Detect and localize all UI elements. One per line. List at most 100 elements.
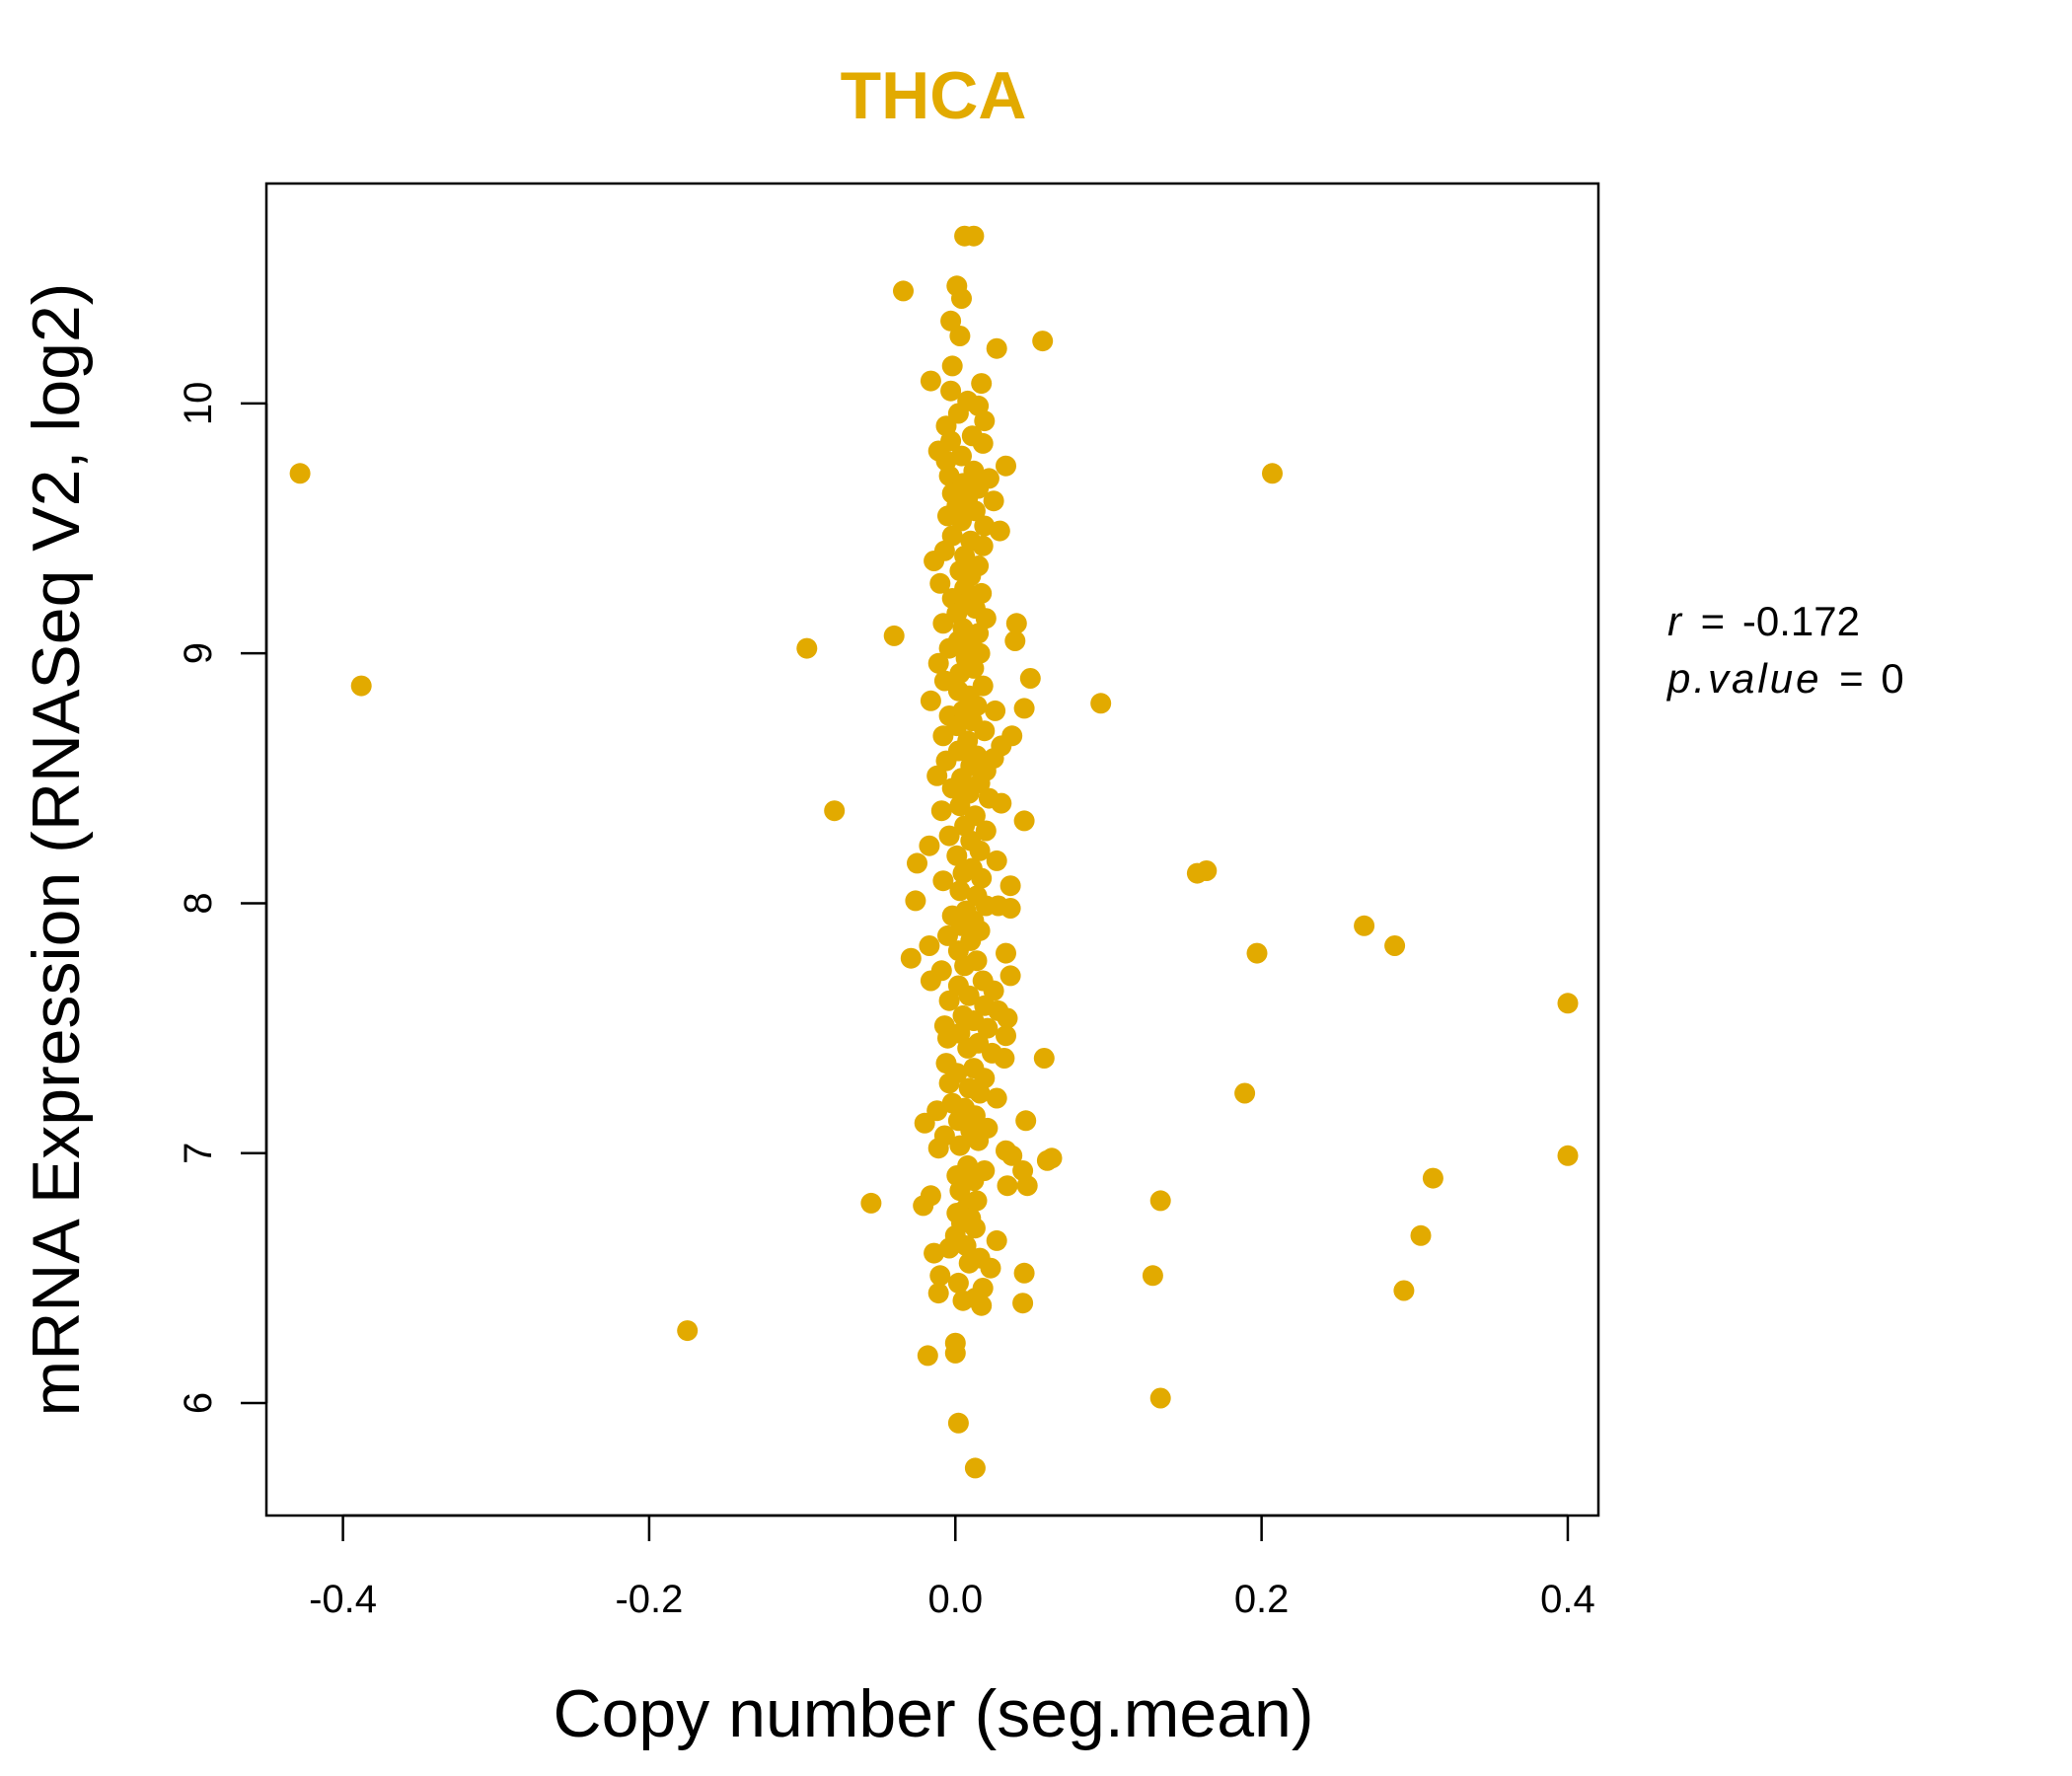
data-point bbox=[1032, 331, 1054, 352]
data-point bbox=[930, 800, 952, 822]
y-axis-title: mRNA Expression (RNASeq V2, log2) bbox=[19, 283, 94, 1417]
data-point bbox=[975, 820, 997, 842]
data-point bbox=[913, 1195, 934, 1217]
data-point bbox=[926, 765, 948, 786]
data-point bbox=[929, 1265, 951, 1287]
x-tick-label: 0.0 bbox=[927, 1578, 983, 1621]
r-equals: = bbox=[1701, 598, 1726, 644]
data-point bbox=[941, 777, 963, 799]
data-point bbox=[949, 1135, 971, 1156]
data-point bbox=[971, 1295, 993, 1316]
data-point bbox=[977, 1017, 999, 1039]
data-point bbox=[940, 380, 962, 402]
data-point bbox=[974, 410, 996, 432]
data-point bbox=[1422, 1167, 1443, 1189]
data-point bbox=[999, 965, 1021, 987]
data-point bbox=[1234, 1082, 1256, 1104]
p-label: p.value bbox=[1665, 655, 1821, 702]
x-tick-label: 0.2 bbox=[1234, 1578, 1290, 1621]
data-point bbox=[994, 1048, 1015, 1069]
data-point bbox=[957, 1037, 979, 1059]
data-point bbox=[985, 700, 1006, 721]
data-point bbox=[1393, 1280, 1415, 1301]
data-point bbox=[860, 1192, 882, 1214]
data-point bbox=[919, 835, 940, 856]
data-point bbox=[883, 625, 905, 646]
data-point bbox=[1149, 1190, 1171, 1212]
data-point bbox=[920, 970, 941, 992]
data-point bbox=[1015, 1110, 1037, 1132]
data-point bbox=[938, 990, 960, 1011]
data-point bbox=[997, 1175, 1018, 1197]
data-point bbox=[905, 890, 926, 912]
data-point bbox=[986, 1087, 1007, 1109]
data-point bbox=[938, 1073, 960, 1094]
data-point bbox=[1016, 1175, 1038, 1197]
data-point bbox=[986, 850, 1007, 871]
data-point bbox=[996, 1025, 1016, 1047]
data-point bbox=[927, 1138, 949, 1159]
data-point bbox=[999, 898, 1021, 919]
data-point bbox=[917, 1345, 938, 1367]
data-point bbox=[964, 1218, 986, 1239]
data-point bbox=[1246, 942, 1268, 964]
x-tick-label: -0.2 bbox=[615, 1578, 683, 1621]
data-point bbox=[927, 1283, 949, 1304]
data-point bbox=[1005, 613, 1027, 634]
data-point bbox=[997, 1007, 1018, 1029]
data-point bbox=[972, 432, 994, 454]
data-point bbox=[991, 792, 1012, 814]
data-point bbox=[824, 800, 846, 822]
data-point bbox=[937, 1027, 958, 1049]
data-point bbox=[938, 825, 960, 847]
data-point bbox=[949, 880, 971, 902]
data-point bbox=[1001, 1145, 1023, 1166]
data-point bbox=[932, 613, 954, 634]
pvalue-annotation: p.value = 0 bbox=[1665, 655, 1904, 702]
data-point bbox=[1004, 630, 1026, 651]
data-point bbox=[289, 463, 311, 484]
data-point bbox=[969, 1082, 991, 1104]
data-point bbox=[1090, 693, 1112, 714]
r-value: -0.172 bbox=[1742, 598, 1860, 644]
correlation-annotation: r = -0.172 bbox=[1667, 598, 1860, 644]
data-point bbox=[919, 935, 940, 956]
data-point bbox=[949, 326, 971, 346]
data-point bbox=[940, 310, 962, 332]
data-point bbox=[996, 455, 1016, 477]
r-label: r bbox=[1667, 598, 1683, 644]
data-point bbox=[350, 675, 372, 697]
data-point bbox=[964, 1457, 986, 1479]
x-tick-label: -0.4 bbox=[309, 1578, 377, 1621]
data-point bbox=[914, 1112, 935, 1134]
data-point bbox=[986, 1229, 1007, 1251]
data-point bbox=[927, 652, 949, 674]
data-points bbox=[289, 225, 1579, 1479]
data-point bbox=[796, 637, 818, 659]
data-point bbox=[951, 288, 972, 309]
data-point bbox=[941, 355, 963, 377]
chart-title: THCA bbox=[841, 58, 1027, 133]
data-point bbox=[983, 980, 1004, 1001]
data-point bbox=[1013, 810, 1035, 832]
data-point bbox=[924, 551, 945, 571]
data-point bbox=[1019, 668, 1041, 689]
data-point bbox=[932, 870, 954, 892]
data-point bbox=[949, 795, 971, 817]
data-point bbox=[980, 1257, 1001, 1279]
data-point bbox=[952, 862, 974, 884]
data-point bbox=[968, 1130, 990, 1151]
data-point bbox=[946, 845, 968, 866]
data-point bbox=[1041, 1147, 1063, 1169]
data-point bbox=[1142, 1265, 1163, 1287]
data-point bbox=[1354, 915, 1375, 936]
data-point bbox=[677, 1320, 699, 1342]
p-value: 0 bbox=[1881, 655, 1903, 702]
data-point bbox=[983, 490, 1004, 512]
data-point bbox=[900, 947, 922, 969]
data-point bbox=[958, 985, 980, 1006]
data-point bbox=[924, 1242, 945, 1264]
y-tick-label: 8 bbox=[177, 892, 220, 914]
data-point bbox=[954, 955, 976, 977]
